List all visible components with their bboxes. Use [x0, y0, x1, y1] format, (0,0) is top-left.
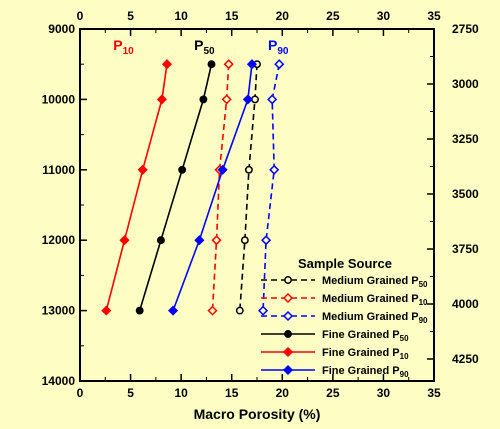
y-right-tick-label: 3750 — [452, 242, 479, 256]
data-point — [178, 165, 187, 174]
x-top-tick-label: 30 — [377, 9, 391, 23]
legend-item: Medium Grained P10 — [261, 292, 428, 307]
data-point — [211, 235, 222, 246]
series-layer — [101, 59, 285, 316]
curve-label: P10 — [113, 37, 134, 57]
data-point — [261, 235, 272, 246]
data-point — [240, 236, 249, 245]
series-5 — [167, 59, 258, 316]
data-point — [244, 165, 253, 174]
legend-item: Medium Grained P90 — [261, 310, 428, 325]
series-line — [172, 64, 253, 311]
y-right-tick-label: 3000 — [452, 77, 479, 91]
legend-label: Medium Grained P90 — [322, 311, 428, 325]
x-tick-label: 5 — [127, 386, 134, 400]
curve-label: P50 — [194, 37, 215, 57]
curve-labels: P10 P50 P90 — [113, 37, 289, 57]
series-3 — [135, 60, 216, 315]
data-point — [199, 95, 208, 104]
series-line — [211, 64, 230, 311]
data-point — [246, 59, 258, 70]
series-2 — [258, 59, 285, 316]
x-top-tick-label: 10 — [174, 9, 188, 23]
legend-label: Fine Grained P50 — [322, 329, 409, 343]
series-line — [105, 64, 168, 311]
y-left-tick-label: 12000 — [42, 233, 76, 247]
y-right-tick-label: 4000 — [452, 297, 479, 311]
legend-marker — [282, 292, 294, 304]
data-point — [135, 306, 144, 315]
x-top-tick-label: 5 — [127, 9, 134, 23]
data-point — [101, 305, 112, 316]
y-right-tick-label: 3500 — [452, 187, 479, 201]
y-left-tick-label: 13000 — [42, 304, 76, 318]
legend-item: Fine Grained P10 — [261, 346, 409, 361]
data-point — [156, 94, 167, 105]
x-top-tick-label: 15 — [225, 9, 239, 23]
x-tick-label: 10 — [174, 386, 188, 400]
curve-label: P90 — [268, 37, 289, 57]
data-point — [167, 305, 179, 316]
data-point — [258, 305, 269, 316]
data-point — [267, 94, 278, 105]
legend: Sample Source Medium Grained P50 Medium Gr… — [261, 256, 428, 379]
y-right-tick-label: 3250 — [452, 132, 479, 146]
data-point — [207, 60, 216, 69]
x-tick-label: 25 — [326, 386, 340, 400]
legend-marker — [282, 310, 294, 322]
data-point — [221, 94, 232, 105]
legend-item: Medium Grained P50 — [261, 275, 428, 289]
data-point — [119, 235, 130, 246]
x-tick-label: 0 — [77, 386, 84, 400]
x-tick-label: 20 — [276, 386, 290, 400]
y-left-tick-label: 14000 — [42, 374, 76, 388]
x-tick-label: 15 — [225, 386, 239, 400]
data-point — [274, 59, 285, 70]
legend-item: Fine Grained P90 — [261, 364, 409, 379]
data-point — [207, 305, 218, 316]
data-point — [242, 94, 253, 105]
data-point — [235, 306, 244, 315]
y-left-tick-label: 10000 — [42, 92, 76, 106]
x-top-tick-label: 25 — [326, 9, 340, 23]
x-axis-title: Macro Porosity (%) — [194, 406, 321, 422]
legend-label: Fine Grained P10 — [322, 347, 409, 361]
y-left-tick-label: 9000 — [48, 22, 75, 36]
data-point — [217, 164, 228, 175]
data-point — [137, 164, 148, 175]
x-tick-label: 35 — [427, 386, 441, 400]
y-right-tick-label: 2750 — [452, 22, 479, 36]
legend-marker — [284, 330, 292, 338]
legend-label: Fine Grained P90 — [322, 365, 409, 379]
legend-label: Medium Grained P10 — [322, 293, 428, 307]
legend-marker — [284, 276, 292, 284]
data-point — [269, 164, 280, 175]
legend-marker — [282, 346, 294, 358]
legend-marker — [282, 364, 294, 376]
data-point — [194, 235, 205, 246]
legend-item: Fine Grained P50 — [261, 329, 409, 343]
y-left-tick-label: 11000 — [42, 163, 75, 177]
y-right-tick-label: 4250 — [452, 352, 479, 366]
data-point — [223, 59, 234, 70]
x-top-tick-label: 0 — [77, 9, 84, 23]
x-top-tick-label: 20 — [276, 9, 290, 23]
data-point — [161, 59, 173, 70]
legend-label: Medium Grained P50 — [322, 275, 428, 289]
legend-title: Sample Source — [298, 256, 392, 271]
series-line — [262, 64, 281, 311]
x-tick-label: 30 — [377, 386, 391, 400]
data-point — [156, 236, 165, 245]
series-4 — [101, 59, 173, 316]
series-1 — [207, 59, 234, 316]
axis-ticks: 0 0 5 5 10 10 15 15 20 20 25 25 30 30 35 35 9000 10000 110… — [42, 9, 479, 400]
x-top-tick-label: 35 — [427, 9, 441, 23]
